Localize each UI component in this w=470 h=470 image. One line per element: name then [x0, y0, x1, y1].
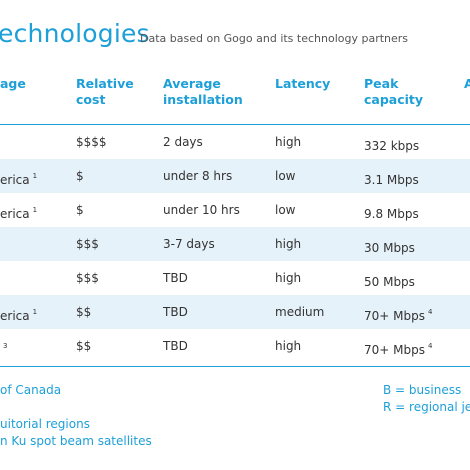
coverage-footnote-ref: 1	[32, 206, 38, 214]
cell-cost: $	[76, 169, 84, 183]
footnote-left-1: of Canada	[0, 383, 62, 397]
cell-coverage: 3	[0, 329, 7, 363]
table-row: erica 1 $$ TBD medium 70+ Mbps 4	[0, 295, 470, 329]
cell-installation: TBD	[163, 339, 188, 353]
cell-coverage	[0, 125, 3, 159]
cell-installation: TBD	[163, 305, 188, 319]
cell-installation: under 10 hrs	[163, 203, 240, 217]
cell-latency: high	[275, 135, 302, 149]
cell-capacity: 70+ Mbps 4	[364, 329, 432, 363]
header-coverage-line1: age	[0, 76, 26, 91]
cell-capacity-text: 3.1 Mbps	[364, 173, 419, 187]
table-row: 3 $$ TBD high 70+ Mbps 4	[0, 329, 470, 363]
cell-capacity: 50 Mbps	[364, 261, 418, 295]
header-relative-cost-line2: cost	[76, 92, 106, 107]
cell-installation: 3-7 days	[163, 237, 215, 251]
capacity-footnote-ref: 4	[427, 342, 433, 350]
cell-capacity: 332 kbps	[364, 125, 422, 159]
cell-cost: $	[76, 203, 84, 217]
cell-coverage: erica 1	[0, 295, 37, 329]
cell-latency: low	[275, 169, 296, 183]
cell-capacity-text: 9.8 Mbps	[364, 207, 419, 221]
cell-coverage-text: erica	[0, 207, 30, 221]
table-row: erica 1 $ under 10 hrs low 9.8 Mbps	[0, 193, 470, 227]
header-relative-cost: Relative cost	[76, 76, 134, 108]
cell-capacity: 3.1 Mbps	[364, 159, 422, 193]
cell-latency: high	[275, 339, 302, 353]
cell-capacity: 9.8 Mbps	[364, 193, 422, 227]
table-row: erica 1 $ under 8 hrs low 3.1 Mbps	[0, 159, 470, 193]
cell-installation: 2 days	[163, 135, 203, 149]
header-cutoff-line1: A	[464, 76, 470, 91]
cell-capacity-text: 30 Mbps	[364, 241, 415, 255]
table-row: $$$$ 2 days high 332 kbps	[0, 125, 470, 159]
cell-cost: $$$$	[76, 135, 107, 149]
cell-cost: $$	[76, 305, 92, 319]
footnote-left-2: uitorial regions	[0, 417, 90, 431]
cell-coverage	[0, 261, 3, 295]
header-peak-capacity-line2: capacity	[364, 92, 424, 107]
capacity-footnote-ref: 4	[427, 308, 433, 316]
page-subtitle: Data based on Gogo and its technology pa…	[140, 32, 409, 45]
cell-coverage-text: erica	[0, 173, 30, 187]
cell-latency: low	[275, 203, 296, 217]
cell-coverage: erica 1	[0, 159, 37, 193]
cell-coverage-text: erica	[0, 309, 30, 323]
cell-cost: $$$	[76, 237, 99, 251]
cell-capacity-text: 332 kbps	[364, 139, 420, 153]
cell-cost: $$	[76, 339, 92, 353]
cell-cost: $$$	[76, 271, 99, 285]
footer-divider	[0, 366, 470, 367]
cell-latency: high	[275, 271, 302, 285]
coverage-footnote-ref: 1	[32, 172, 38, 180]
header-divider	[0, 124, 470, 125]
header-average-installation: Average installation	[163, 76, 243, 108]
cell-coverage	[0, 227, 3, 261]
cell-latency: high	[275, 237, 302, 251]
header-coverage: age	[0, 76, 26, 92]
cell-capacity-text: 50 Mbps	[364, 275, 415, 289]
footnote-right-2: R = regional jet	[383, 400, 470, 414]
page-title: echnologies	[0, 19, 150, 48]
header-cutoff: A	[464, 76, 470, 92]
footnote-left-3: n Ku spot beam satellites	[0, 434, 152, 448]
cell-installation: under 8 hrs	[163, 169, 233, 183]
footnote-right-1: B = business	[383, 383, 462, 397]
cell-capacity: 30 Mbps	[364, 227, 418, 261]
cell-latency: medium	[275, 305, 325, 319]
coverage-footnote-ref: 3	[3, 342, 8, 350]
cell-installation: TBD	[163, 271, 188, 285]
cell-coverage: erica 1	[0, 193, 37, 227]
cell-capacity-text: 70+ Mbps	[364, 309, 425, 323]
cell-capacity: 70+ Mbps 4	[364, 295, 432, 329]
header-latency-line1: Latency	[275, 76, 331, 91]
header-average-installation-line1: Average	[163, 76, 221, 91]
cell-capacity-text: 70+ Mbps	[364, 343, 425, 357]
coverage-footnote-ref: 1	[32, 308, 38, 316]
header-peak-capacity-line1: Peak	[364, 76, 399, 91]
header-average-installation-line2: installation	[163, 92, 243, 107]
header-latency: Latency	[275, 76, 330, 92]
header-peak-capacity: Peak capacity	[364, 76, 423, 108]
table-row: $$$ 3-7 days high 30 Mbps	[0, 227, 470, 261]
table-row: $$$ TBD high 50 Mbps	[0, 261, 470, 295]
header-relative-cost-line1: Relative	[76, 76, 134, 91]
